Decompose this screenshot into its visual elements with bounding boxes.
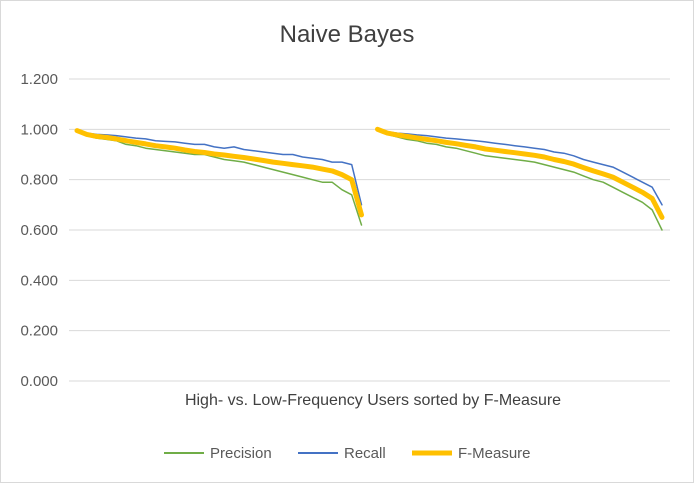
- y-axis-tick-labels: 0.000 0.200 0.400 0.600 0.800 1.000 1.200: [20, 71, 58, 390]
- legend-label-recall: Recall: [344, 445, 386, 462]
- y-tick-label: 1.200: [20, 71, 58, 88]
- legend: Precision Recall F-Measure: [164, 445, 531, 462]
- series-line-precision-low-frequency: [376, 128, 663, 231]
- x-axis-label: High- vs. Low-Frequency Users sorted by …: [185, 392, 561, 409]
- y-tick-label: 1.000: [20, 121, 58, 138]
- series-line-recall-low-frequency: [376, 128, 663, 206]
- series-line-precision-high-frequency: [76, 129, 363, 226]
- y-tick-label: 0.600: [20, 222, 58, 239]
- legend-label-precision: Precision: [210, 445, 272, 462]
- series-lines: [74, 126, 665, 231]
- series-line-recall-high-frequency: [76, 129, 363, 206]
- y-tick-label: 0.800: [20, 172, 58, 189]
- series-line-f-measure-high-frequency: [74, 128, 364, 218]
- series-line-f-measure-low-frequency: [375, 126, 665, 220]
- y-tick-label: 0.000: [20, 373, 58, 390]
- legend-label-f-measure: F-Measure: [458, 445, 531, 462]
- y-tick-label: 0.400: [20, 272, 58, 289]
- gridlines: [69, 78, 670, 332]
- y-tick-label: 0.200: [20, 323, 58, 340]
- chart-title: Naive Bayes: [279, 21, 415, 48]
